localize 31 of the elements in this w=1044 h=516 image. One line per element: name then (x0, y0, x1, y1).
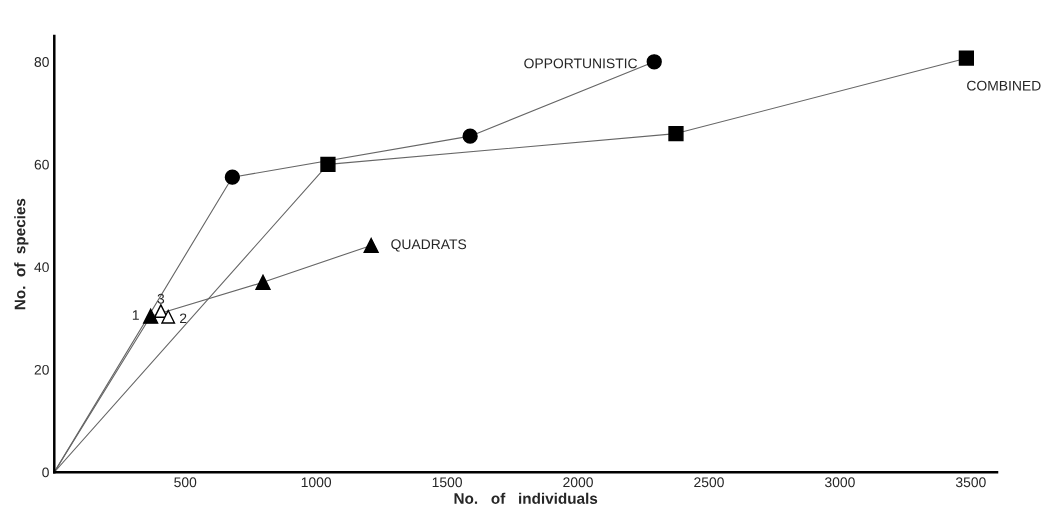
point (153, 304, 168, 319)
y-tick-label: 20 (34, 364, 49, 375)
point (462, 128, 478, 144)
point (668, 125, 684, 142)
x-tick-label: 500 (174, 477, 197, 488)
series-label: QUADRATS (391, 239, 467, 252)
point (363, 237, 379, 254)
y-tick-label: 80 (34, 57, 49, 67)
annotation: 2 (180, 313, 187, 324)
point (143, 308, 159, 324)
y-axis-title: No. of species (14, 198, 29, 310)
point (958, 50, 975, 66)
point (255, 274, 271, 290)
x-tick-label: 2500 (694, 477, 724, 488)
x-tick-label: 3500 (955, 477, 986, 488)
point (224, 169, 240, 185)
x-axis-title: No. of individuals (454, 492, 598, 504)
point (320, 156, 336, 173)
x-tick-label: 1500 (432, 477, 462, 488)
y-tick-label: 60 (34, 159, 49, 170)
x-tick-label: 2000 (563, 477, 593, 488)
annotation: 1 (132, 310, 139, 320)
x-tick-label: 1000 (301, 477, 332, 488)
annotation: 3 (157, 293, 165, 304)
y-tick-label: 0 (42, 467, 49, 478)
point (161, 309, 176, 324)
series-label: OPPORTUNISTIC (524, 58, 638, 69)
series-label: COMBINED (967, 80, 1041, 91)
y-tick-label: 40 (34, 262, 49, 273)
x-tick-label: 3000 (824, 477, 855, 488)
point (646, 54, 662, 70)
